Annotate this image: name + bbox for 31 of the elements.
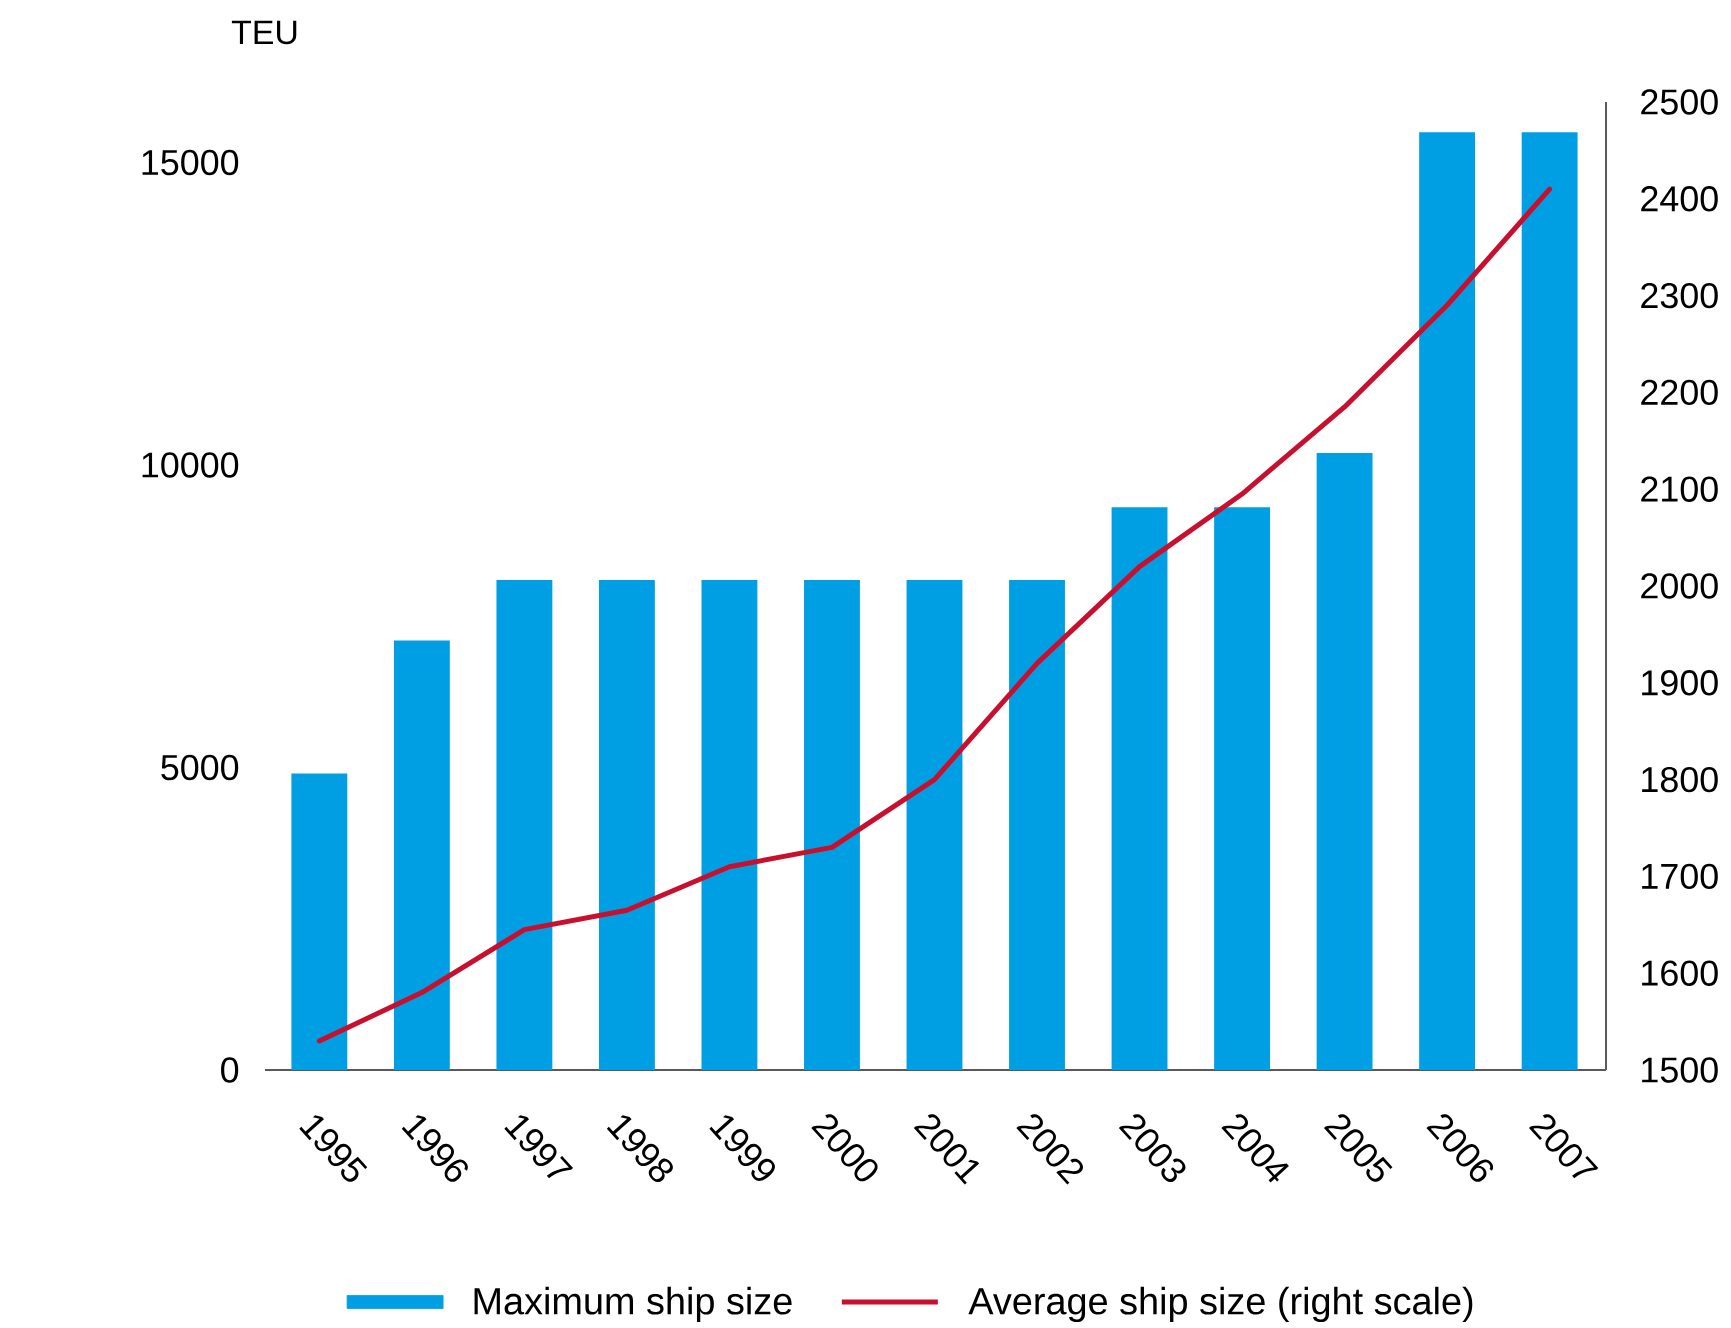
y2-tick-label: 2500	[1641, 89, 1718, 115]
y2-tick-label: 1900	[1642, 670, 1718, 696]
y2-tick-label: 1800	[1642, 766, 1718, 793]
y2-tick-label: 2400	[1641, 186, 1718, 212]
bar	[1111, 507, 1168, 1070]
y2-tick-label: 2100	[1641, 476, 1718, 502]
bar	[1419, 132, 1476, 1070]
y2-tick-label: 1700	[1642, 863, 1718, 890]
bar	[291, 773, 348, 1070]
y-axis-title: TEU	[231, 20, 297, 45]
y2-tick-label: 2300	[1641, 282, 1718, 309]
bar	[906, 579, 963, 1070]
bar	[393, 640, 450, 1070]
legend-label: Average ship size (right scale)	[968, 1286, 1473, 1323]
y2-tick-label: 2200	[1641, 379, 1718, 406]
y-tick-label: 5000	[161, 754, 239, 781]
bar	[804, 579, 860, 1070]
y-tick-label: 10000	[142, 452, 239, 478]
bar	[701, 579, 758, 1070]
legend-label: Maximum ship size	[474, 1286, 792, 1323]
bar	[598, 579, 655, 1070]
y2-tick-label: 1600	[1642, 960, 1718, 986]
bar	[1214, 507, 1270, 1070]
bar	[1316, 452, 1373, 1070]
bar	[1009, 579, 1065, 1070]
bar	[1521, 132, 1578, 1070]
y2-tick-label: 1500	[1642, 1057, 1718, 1083]
bar	[496, 579, 553, 1070]
y2-tick-label: 2000	[1641, 573, 1718, 599]
y-tick-label: 15000	[142, 149, 239, 176]
y-tick-label: 0	[221, 1057, 239, 1083]
